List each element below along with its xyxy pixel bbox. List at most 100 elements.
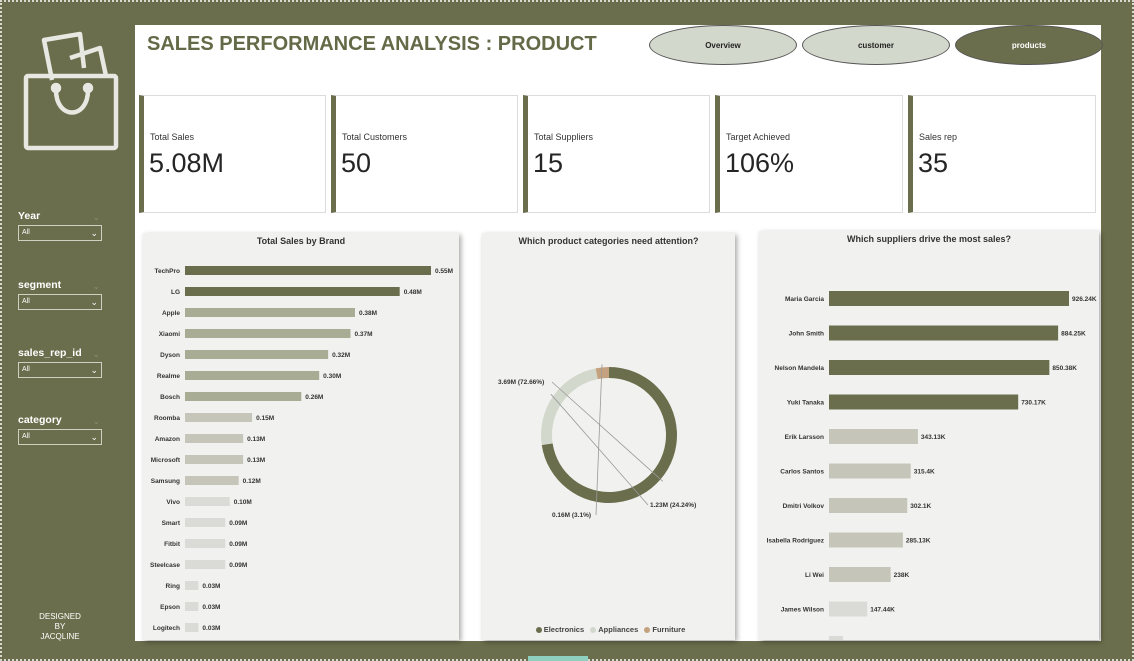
bar[interactable]: [185, 602, 199, 611]
kpi-label: Target Achieved: [726, 132, 791, 142]
data-label: 0.38M: [359, 310, 377, 317]
bar[interactable]: [185, 434, 244, 443]
bar[interactable]: [829, 567, 891, 582]
kpi-card-total-customers: Total Customers 50: [331, 95, 518, 213]
donut-slice[interactable]: [595, 367, 609, 380]
data-label: 0.12M: [243, 478, 261, 485]
designed-line: JACQLINE: [40, 632, 80, 641]
chevron-down-icon[interactable]: ⌄: [92, 281, 100, 291]
category-label: Realme: [157, 373, 181, 380]
data-label: 0.16M (3.1%): [552, 512, 591, 519]
bar[interactable]: [829, 291, 1069, 306]
chevron-down-icon[interactable]: ⌄: [92, 212, 100, 222]
nav-products-button[interactable]: products: [955, 25, 1103, 65]
bar[interactable]: [185, 266, 431, 275]
bar[interactable]: [829, 463, 911, 479]
category-label: Xiaomi: [159, 331, 181, 338]
bar[interactable]: [829, 325, 1059, 341]
designed-line: DESIGNED: [39, 612, 81, 621]
bar[interactable]: [829, 498, 908, 513]
category-label: Smart: [162, 520, 181, 527]
data-label: 0.03M: [202, 604, 220, 611]
nav-label: Overview: [705, 40, 741, 50]
nav-customer-button[interactable]: customer: [802, 25, 950, 65]
bar[interactable]: [185, 392, 302, 401]
bar[interactable]: [185, 371, 320, 380]
bar[interactable]: [829, 360, 1050, 375]
data-label: 315.4K: [914, 469, 935, 476]
data-label: 0.10M: [234, 499, 252, 506]
chevron-down-icon: ⌄: [90, 432, 98, 442]
chevron-down-icon[interactable]: ⌄: [92, 349, 100, 359]
bar[interactable]: [185, 518, 226, 527]
bar[interactable]: [185, 308, 355, 317]
bar[interactable]: [185, 287, 400, 296]
bar[interactable]: [185, 560, 226, 569]
data-label: 0.26M: [305, 394, 323, 401]
kpi-label: Total Customers: [342, 132, 408, 142]
category-label: John Smith: [789, 331, 824, 338]
bar[interactable]: [829, 532, 903, 548]
data-label: 0.09M: [229, 541, 247, 548]
page-title: SALES PERFORMANCE ANALYSIS : PRODUCT: [147, 33, 597, 55]
slicer-segment: segment ⌄ All ⌄: [18, 279, 102, 310]
bar[interactable]: [829, 636, 844, 651]
bar[interactable]: [829, 394, 1019, 410]
year-dropdown[interactable]: All ⌄: [18, 225, 102, 241]
category-label: Epson: [160, 604, 180, 611]
data-label: 0.32M: [332, 352, 350, 359]
category-label: LG: [171, 289, 180, 296]
bar[interactable]: [185, 497, 230, 506]
category-label: Carlos Santos: [780, 469, 824, 476]
supplier-sales-svg: Maria Garcia 926.24K John Smith 884.25K Nels…: [767, 291, 1097, 651]
donut-slice[interactable]: [541, 368, 598, 446]
slicer-label: sales_rep_id: [18, 347, 82, 359]
category-label: Dmitri Volkov: [783, 503, 825, 510]
segment-dropdown[interactable]: All ⌄: [18, 294, 102, 310]
legend-item[interactable]: Appliances: [598, 625, 639, 634]
bar[interactable]: [185, 623, 199, 632]
category-label: Li Wei: [805, 572, 824, 579]
kpi-value: 50: [341, 148, 372, 178]
chart-title: Which suppliers drive the most sales?: [846, 234, 1012, 244]
bar[interactable]: [829, 601, 868, 617]
sales-rep-dropdown[interactable]: All ⌄: [18, 362, 102, 378]
leader-line: [551, 381, 664, 482]
bar[interactable]: [185, 413, 253, 422]
nav-overview-button[interactable]: Overview: [649, 25, 797, 65]
category-label: Apple: [162, 310, 180, 317]
bar[interactable]: [185, 539, 226, 548]
category-donut-svg: 3.69M (72.66%) 1.23M (24.24%) 0.16M (3.1%): [498, 364, 696, 519]
slicer-value: All: [22, 298, 30, 305]
legend-swatch: [535, 627, 542, 634]
legend-swatch: [644, 627, 651, 634]
chevron-down-icon[interactable]: ⌄: [92, 416, 100, 426]
category-label: Isabella Rodriguez: [767, 538, 825, 545]
data-label: 343.13K: [921, 434, 946, 441]
category-dropdown[interactable]: All ⌄: [18, 429, 102, 445]
kpi-card-target-achieved: Target Achieved 106%: [715, 95, 903, 213]
bar[interactable]: [185, 455, 244, 464]
data-label: 730.17K: [1021, 400, 1046, 407]
legend-item[interactable]: Furniture: [652, 625, 686, 634]
category-label: James Wilson: [781, 607, 824, 614]
bar[interactable]: [185, 329, 351, 338]
slicer-value: All: [22, 366, 30, 373]
shopping-bag-icon: [22, 28, 122, 153]
bar[interactable]: [185, 350, 329, 359]
slicer-year: Year ⌄ All ⌄: [18, 210, 102, 241]
data-label: 1.23M (24.24%): [650, 502, 696, 509]
data-label: 238K: [894, 572, 910, 579]
bar[interactable]: [829, 429, 918, 444]
slicer-sales-rep: sales_rep_id ⌄ All ⌄: [18, 347, 102, 378]
bar[interactable]: [185, 476, 239, 485]
category-label: Roomba: [154, 415, 180, 422]
kpi-card-sales-rep: Sales rep 35: [908, 95, 1096, 213]
data-label: 0.15M: [256, 415, 274, 422]
bar[interactable]: [185, 581, 199, 590]
legend-item[interactable]: Electronics: [543, 625, 585, 634]
data-label: 302.1K: [910, 503, 931, 510]
data-label: 0.55M: [435, 268, 453, 275]
designed-line: BY: [54, 622, 66, 631]
legend-swatch: [590, 627, 597, 634]
